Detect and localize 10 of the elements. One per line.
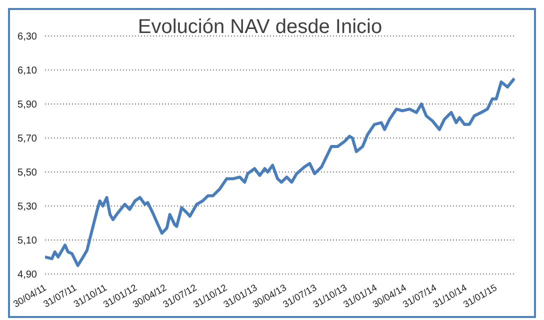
y-tick-label: 6,30 — [18, 32, 38, 43]
y-tick-label: 5,70 — [18, 134, 38, 145]
chart-title: Evolución NAV desde Inicio — [138, 16, 382, 38]
y-tick-label: 5,90 — [18, 100, 38, 111]
y-tick-label: 5,10 — [18, 236, 38, 247]
line-series — [45, 77, 515, 267]
y-tick-label: 4,90 — [18, 270, 38, 281]
y-tick-label: 6,10 — [18, 66, 38, 77]
y-tick-label: 5,30 — [18, 202, 38, 213]
y-tick-label: 5,50 — [18, 168, 38, 179]
